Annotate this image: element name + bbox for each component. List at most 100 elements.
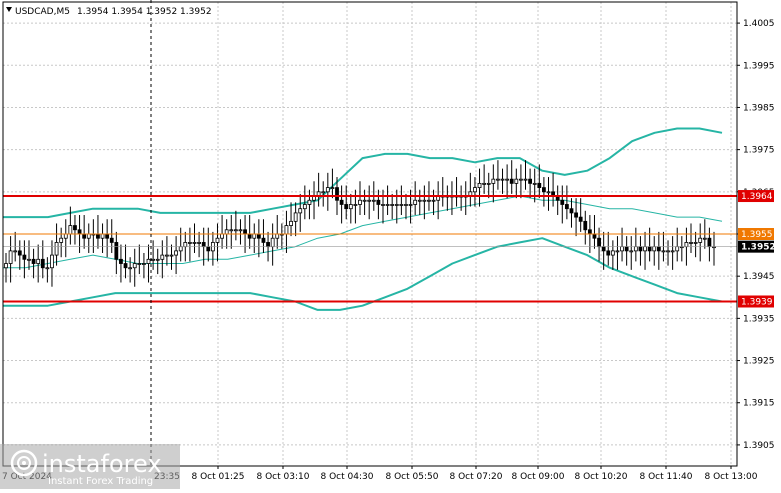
x-tick-label: 8 Oct 04:30 — [321, 472, 374, 482]
symbol-label: USDCAD,M5 — [15, 7, 70, 17]
candle-body — [220, 233, 224, 239]
x-tick-label: 8 Oct 03:10 — [257, 472, 310, 482]
candle-body — [187, 242, 192, 244]
candle-body — [486, 182, 491, 185]
candle-body — [394, 204, 399, 206]
price-tag-label-support: 1.3939 — [741, 297, 773, 307]
candle-body — [151, 258, 156, 261]
candle-body — [601, 246, 606, 252]
candle-body — [546, 191, 551, 194]
logo-brand: instaforex — [42, 450, 162, 478]
candle-body — [578, 216, 583, 222]
candle-body — [321, 191, 326, 194]
y-tick-label: 1.3945 — [743, 272, 775, 282]
candle-body — [132, 263, 137, 269]
bollinger-upper — [3, 127, 723, 219]
x-tick-label: 8 Oct 07:20 — [450, 472, 503, 482]
candle-body — [693, 242, 698, 244]
candle-body — [293, 212, 298, 222]
candle-body — [661, 250, 666, 253]
candle-body — [367, 199, 372, 202]
candle-body — [528, 178, 533, 184]
candle-body — [165, 254, 169, 257]
x-tick-label: 8 Oct 01:25 — [192, 472, 245, 482]
candle-body — [583, 220, 588, 231]
candle-body — [8, 250, 13, 264]
price-tag-pivot — [738, 228, 774, 240]
candle-body — [597, 237, 601, 248]
candle-body — [675, 246, 680, 252]
x-tick-label: 8 Oct 09:00 — [512, 472, 565, 482]
candle-body — [523, 178, 528, 181]
candle-body — [560, 199, 565, 205]
candle-body — [371, 199, 376, 202]
candle-body — [266, 242, 270, 248]
candle-body — [702, 237, 707, 240]
candle-body — [197, 242, 201, 244]
candle-body — [63, 233, 68, 239]
candle-body — [496, 178, 500, 181]
quote-values: 1.3954 1.3954 1.3952 1.3952 — [77, 7, 212, 17]
candle-body — [431, 199, 436, 202]
candle-body — [206, 246, 211, 252]
instaforex-logo-icon — [10, 449, 38, 477]
candle-body — [27, 258, 31, 261]
candle-body — [22, 254, 27, 260]
y-tick-label: 1.3915 — [743, 399, 775, 409]
candle-body — [399, 204, 404, 206]
price-tag-label-resistance: 1.3964 — [741, 192, 773, 202]
candle-body — [620, 246, 624, 252]
levels — [3, 195, 737, 303]
candle-body — [348, 204, 353, 210]
price-tag-label-pivot: 1.3955 — [741, 230, 773, 240]
candle-body — [233, 229, 238, 232]
candle-body — [4, 263, 8, 269]
candle-body — [298, 208, 303, 214]
candle-body — [40, 258, 45, 269]
candle-body — [155, 258, 160, 261]
candle-body — [422, 199, 427, 202]
candle-body — [376, 199, 381, 205]
candle-body — [146, 258, 151, 264]
candle-body — [509, 178, 514, 184]
candle-body — [473, 187, 477, 193]
candle-body — [707, 237, 712, 248]
x-tick-label: 8 Oct 11:40 — [640, 472, 693, 482]
candle-body — [587, 229, 592, 235]
candle-body — [592, 233, 597, 239]
instaforex-logo: instaforex Instant Forex Trading — [0, 444, 180, 489]
candle-body — [137, 263, 142, 265]
candle-body — [178, 246, 183, 252]
y-tick-label: 1.4005 — [743, 19, 775, 29]
candle-body — [82, 233, 87, 239]
candle-body — [105, 233, 110, 239]
candle-body — [160, 254, 165, 260]
candle-body — [169, 254, 174, 257]
candle-body — [50, 254, 54, 269]
candle-body — [119, 258, 123, 264]
candle-body — [413, 199, 418, 205]
candle-body — [666, 250, 670, 253]
candle-body — [427, 199, 431, 202]
candle-body — [505, 178, 510, 181]
candle-body — [615, 250, 620, 253]
candle-body — [330, 187, 335, 190]
candle-body — [408, 204, 413, 206]
candle-body — [670, 250, 675, 253]
price-tag-current — [738, 240, 774, 253]
y-tick-label: 1.3985 — [743, 103, 775, 113]
candle-body — [243, 229, 247, 235]
triangle-down-icon — [6, 7, 12, 12]
candle-body — [564, 204, 569, 210]
candle-body — [344, 204, 349, 210]
x-tick-label: 8 Oct 13:00 — [705, 472, 758, 482]
bollinger-lower — [3, 237, 723, 311]
candle-body — [86, 233, 91, 239]
candle-body — [284, 225, 289, 235]
y-tick-label: 1.3935 — [743, 314, 775, 324]
candle-body — [610, 250, 615, 256]
candle-body — [247, 233, 252, 239]
candle-body — [656, 246, 661, 252]
